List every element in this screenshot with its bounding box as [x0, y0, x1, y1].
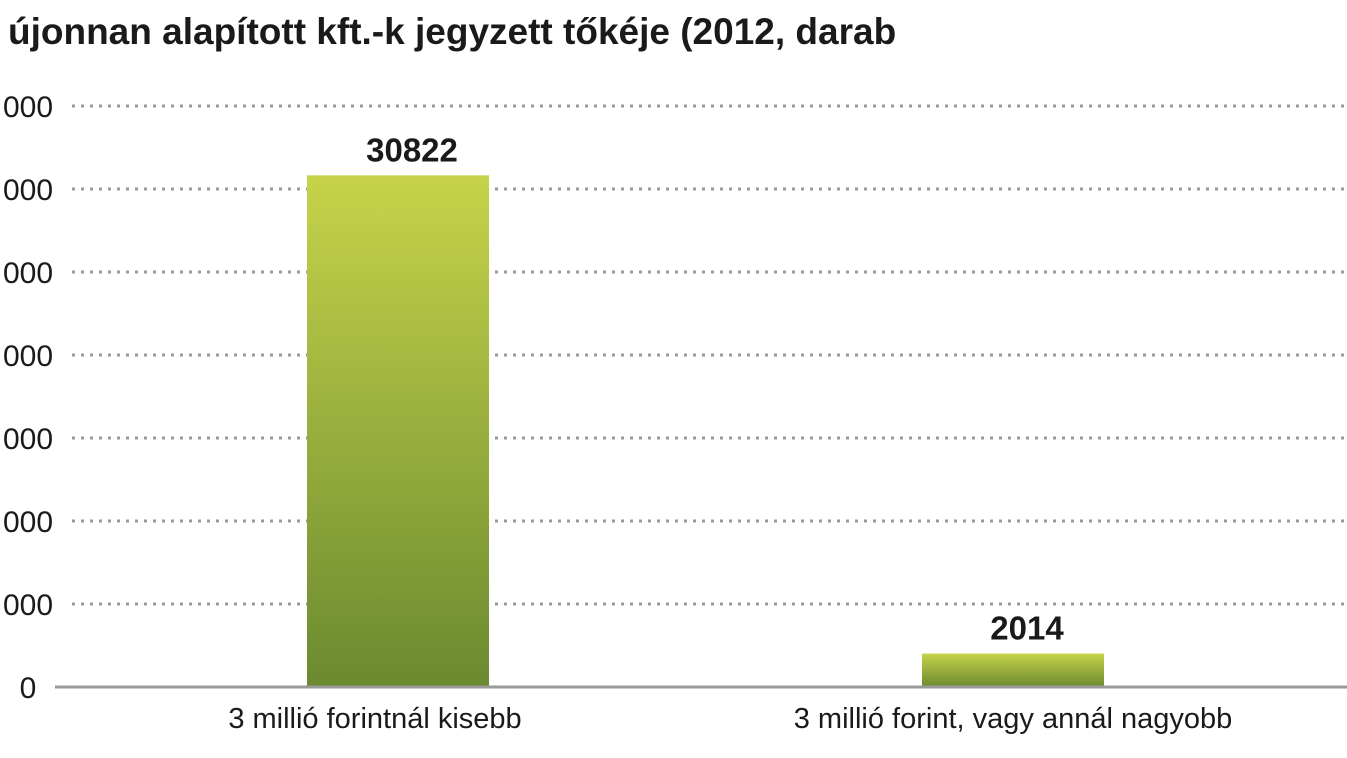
- y-tick-label: 000: [3, 589, 53, 622]
- y-tick-label: 000: [3, 174, 53, 207]
- y-tick-label: 000: [3, 91, 53, 124]
- y-tick-label: 000: [3, 423, 53, 456]
- y-tick-label: 0: [20, 672, 37, 705]
- category-label: 3 millió forintnál kisebb: [228, 703, 521, 735]
- gridlines: [72, 104, 1347, 606]
- category-label: 3 millió forint, vagy annál nagyobb: [794, 703, 1232, 735]
- y-tick-label: 000: [3, 506, 53, 539]
- data-label: 30822: [366, 131, 458, 168]
- bar: [922, 653, 1104, 687]
- value-labels: 30822 2014: [366, 131, 1064, 646]
- category-labels: 3 millió forintnál kisebb 3 millió forint…: [228, 703, 1232, 735]
- chart-title: újonnan alapított kft.-k jegyzett tőkéje…: [8, 11, 896, 52]
- bars: [307, 175, 1104, 687]
- y-tick-label: 000: [3, 340, 53, 373]
- data-label: 2014: [990, 610, 1064, 647]
- y-tick-label: 000: [3, 257, 53, 290]
- bar: [307, 175, 489, 687]
